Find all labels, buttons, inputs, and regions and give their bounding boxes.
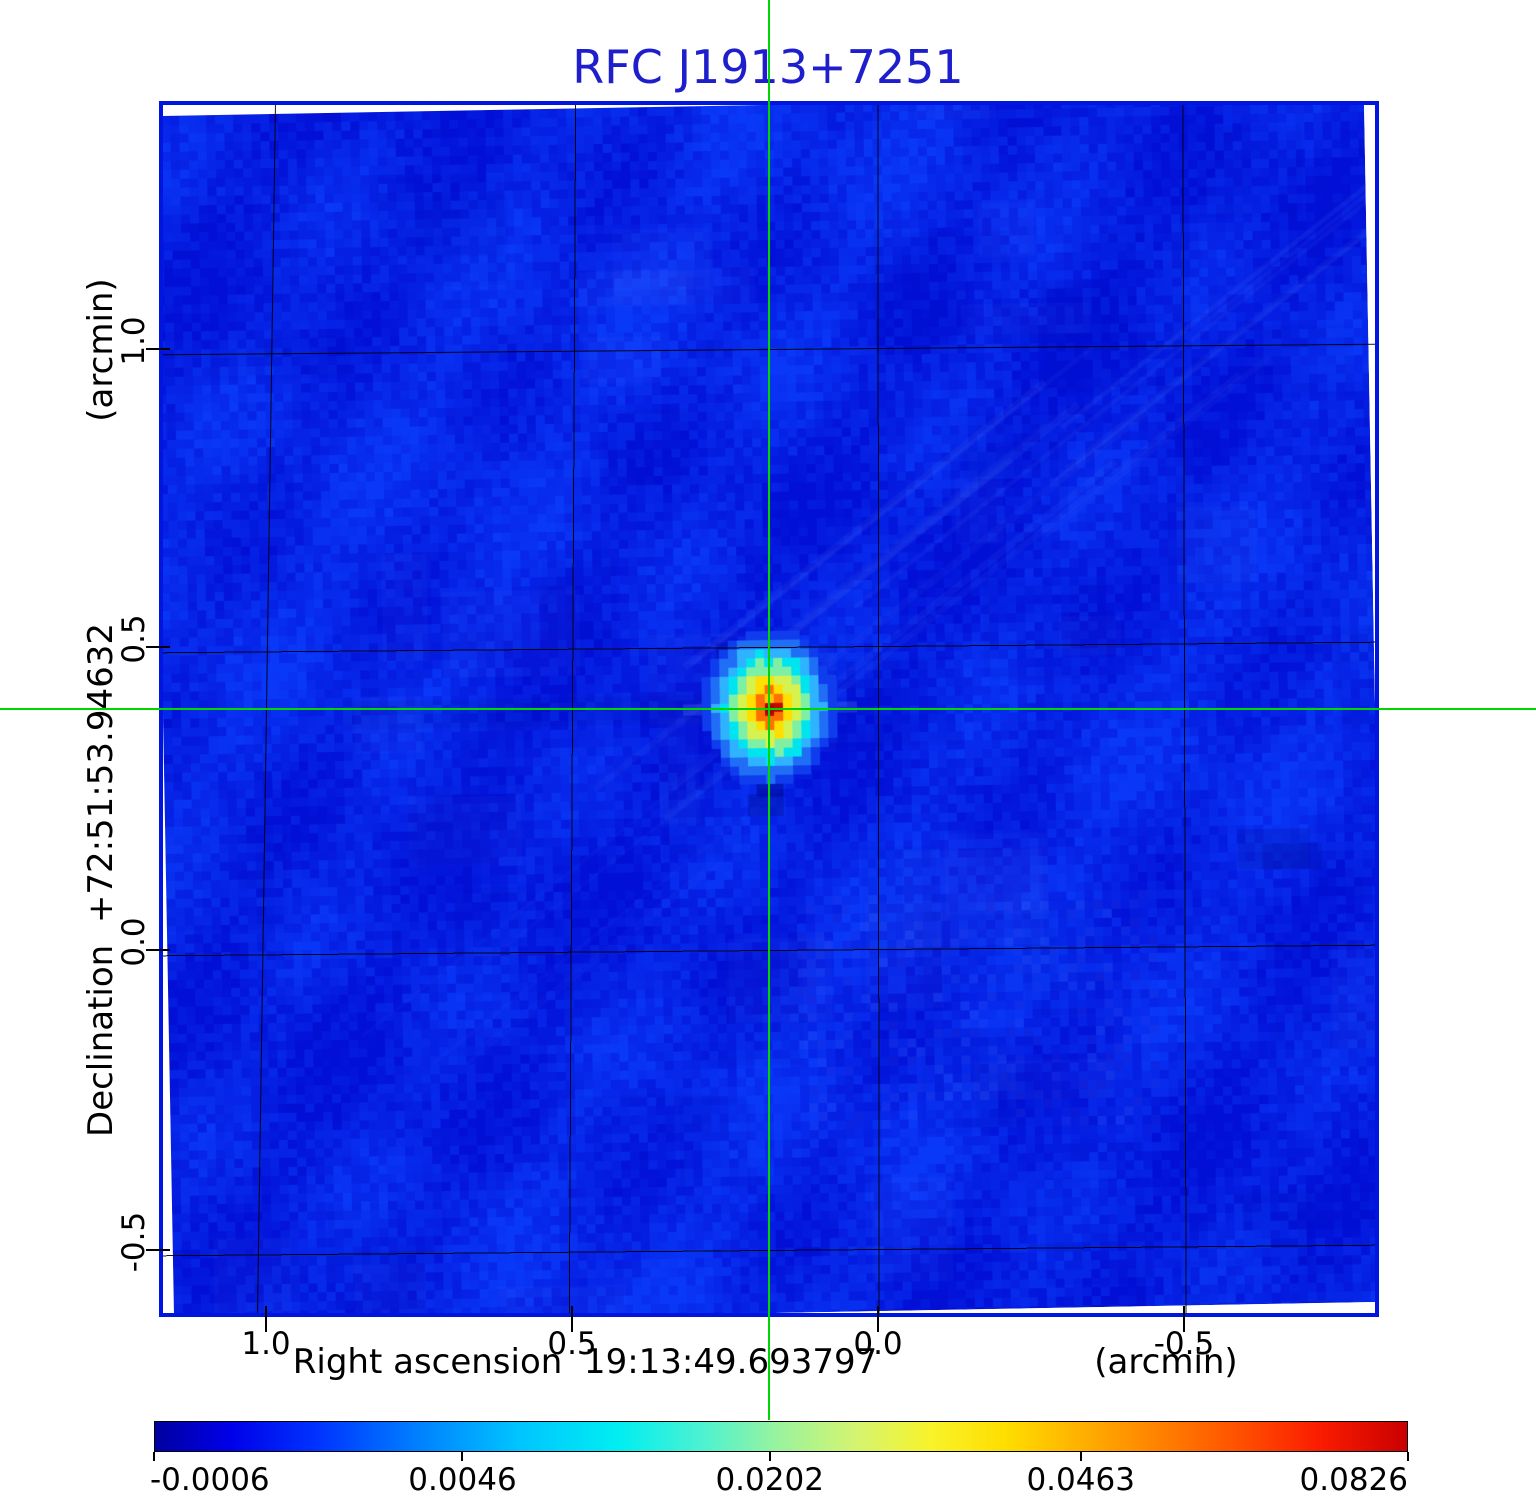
x-axis-title: Right ascension 19:13:49.693797	[292, 1342, 878, 1382]
y-tick-label: 0.5	[116, 614, 152, 664]
crosshair-horizontal-line	[0, 708, 1536, 710]
x-axis-tick	[265, 1306, 267, 1332]
colorbar-tick-label: -0.0006	[150, 1462, 270, 1498]
y-axis-unit-label: (arcmin)	[81, 278, 121, 422]
x-axis-unit-label: (arcmin)	[1094, 1342, 1238, 1382]
y-axis-tick	[146, 949, 170, 951]
colorbar-tick-label: 0.0826	[1299, 1462, 1408, 1498]
colorbar-tick	[153, 1452, 155, 1461]
x-tick-label: 0.5	[547, 1326, 597, 1362]
y-axis-tick	[146, 348, 170, 350]
colorbar	[154, 1421, 1408, 1452]
y-axis-title: Declination +72:51:53.94632	[81, 623, 121, 1137]
y-tick-label: 1.0	[116, 316, 152, 366]
y-axis-tick	[146, 646, 170, 648]
y-tick-label: -0.5	[116, 1211, 152, 1273]
colorbar-tick	[461, 1452, 464, 1461]
colorbar-tick	[768, 1452, 771, 1461]
x-tick-label: 0.0	[853, 1326, 903, 1362]
x-tick-label: -0.5	[1153, 1326, 1215, 1362]
x-axis-tick	[571, 1306, 573, 1332]
colorbar-tick	[1407, 1452, 1409, 1461]
crosshair-vertical-line	[768, 0, 770, 1420]
colorbar-tick	[1079, 1452, 1082, 1461]
x-tick-label: 1.0	[241, 1326, 291, 1362]
colorbar-tick-label: 0.0046	[408, 1462, 517, 1498]
colorbar-tick-label: 0.0202	[715, 1462, 824, 1498]
x-axis-tick	[1183, 1306, 1185, 1332]
colorbar-tick-label: 0.0463	[1026, 1462, 1135, 1498]
y-axis-tick	[146, 1249, 170, 1251]
y-tick-label: 0.0	[116, 917, 152, 967]
plot-title: RFC J1913+7251	[572, 40, 964, 94]
x-axis-tick	[877, 1306, 879, 1332]
